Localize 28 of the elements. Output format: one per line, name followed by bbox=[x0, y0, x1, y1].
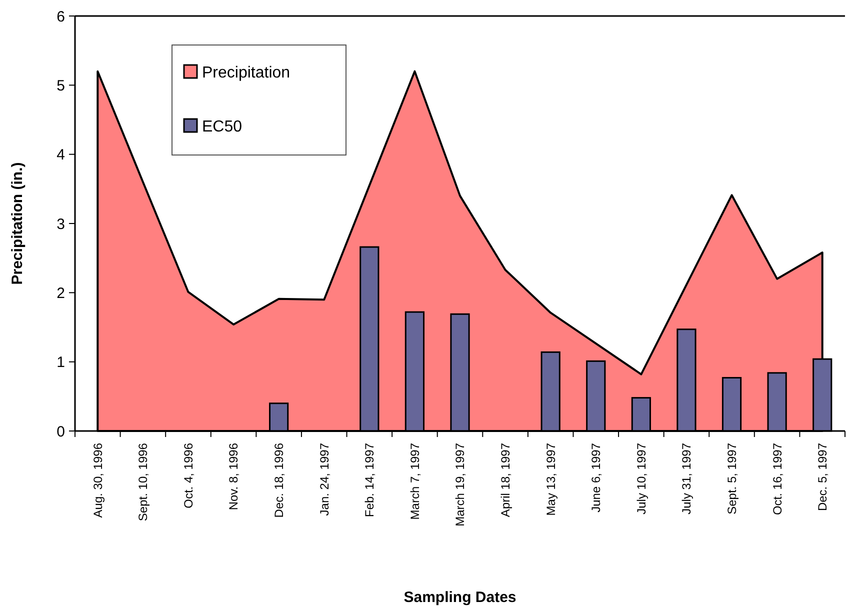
x-tick-label: July 10, 1997 bbox=[634, 442, 648, 514]
y-tick-label: 1 bbox=[56, 354, 65, 372]
y-tick-label: 2 bbox=[56, 284, 65, 302]
x-tick-label: Jan. 24, 1997 bbox=[317, 442, 332, 516]
x-tick-label: Oct. 16, 1997 bbox=[770, 442, 784, 516]
y-axis-title: Precipitation (in.) bbox=[9, 162, 26, 285]
x-tick-label: July 31, 1997 bbox=[680, 442, 694, 514]
legend-label: Precipitation bbox=[202, 64, 290, 82]
x-tick-label: June 6, 1997 bbox=[589, 442, 604, 512]
y-tick-label: 5 bbox=[56, 77, 65, 94]
x-tick-label: Sept. 5, 1997 bbox=[724, 442, 739, 514]
x-tick-label: Oct. 4, 1996 bbox=[181, 442, 196, 508]
x-tick-label: Sept. 10, 1996 bbox=[136, 442, 150, 522]
x-tick-label: Aug. 30, 1996 bbox=[90, 442, 105, 518]
x-axis-title: Sampling Dates bbox=[404, 589, 516, 606]
x-tick-label: March 7, 1997 bbox=[408, 442, 422, 520]
x-tick-label: May 13, 1997 bbox=[544, 442, 558, 516]
y-tick-label: 3 bbox=[56, 216, 65, 233]
x-tick-label: Dec. 5, 1997 bbox=[816, 442, 830, 512]
y-tick-label: 0 bbox=[56, 423, 65, 440]
x-tick-label: Nov. 8, 1996 bbox=[226, 442, 241, 510]
y-tick-label: 4 bbox=[56, 146, 65, 164]
x-tick-label: March 19, 1997 bbox=[453, 442, 468, 526]
x-tick-label: Feb. 14, 1997 bbox=[362, 442, 377, 518]
x-tick-label: Dec. 18, 1996 bbox=[272, 442, 286, 518]
legend-label: EC50 bbox=[202, 118, 242, 136]
x-tick-label: April 18, 1997 bbox=[498, 442, 512, 518]
y-tick-label: 6 bbox=[56, 8, 65, 26]
